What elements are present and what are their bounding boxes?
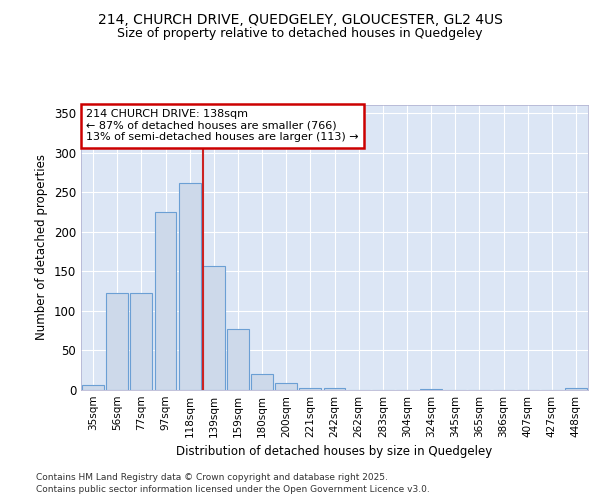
Bar <box>82 385 104 390</box>
Bar <box>275 383 297 390</box>
Text: Contains HM Land Registry data © Crown copyright and database right 2025.: Contains HM Land Registry data © Crown c… <box>36 472 388 482</box>
Bar <box>179 182 200 390</box>
Text: Size of property relative to detached houses in Quedgeley: Size of property relative to detached ho… <box>117 28 483 40</box>
Text: Contains public sector information licensed under the Open Government Licence v3: Contains public sector information licen… <box>36 485 430 494</box>
Bar <box>130 294 152 390</box>
Bar <box>155 212 176 390</box>
Bar <box>420 389 442 390</box>
Bar <box>565 388 587 390</box>
Bar <box>323 388 346 390</box>
Y-axis label: Number of detached properties: Number of detached properties <box>35 154 49 340</box>
Bar <box>251 374 273 390</box>
Text: 214, CHURCH DRIVE, QUEDGELEY, GLOUCESTER, GL2 4US: 214, CHURCH DRIVE, QUEDGELEY, GLOUCESTER… <box>98 12 502 26</box>
Bar <box>203 266 224 390</box>
Bar <box>227 329 249 390</box>
Text: 214 CHURCH DRIVE: 138sqm
← 87% of detached houses are smaller (766)
13% of semi-: 214 CHURCH DRIVE: 138sqm ← 87% of detach… <box>86 110 359 142</box>
Bar <box>299 388 321 390</box>
X-axis label: Distribution of detached houses by size in Quedgeley: Distribution of detached houses by size … <box>176 446 493 458</box>
Bar <box>106 294 128 390</box>
